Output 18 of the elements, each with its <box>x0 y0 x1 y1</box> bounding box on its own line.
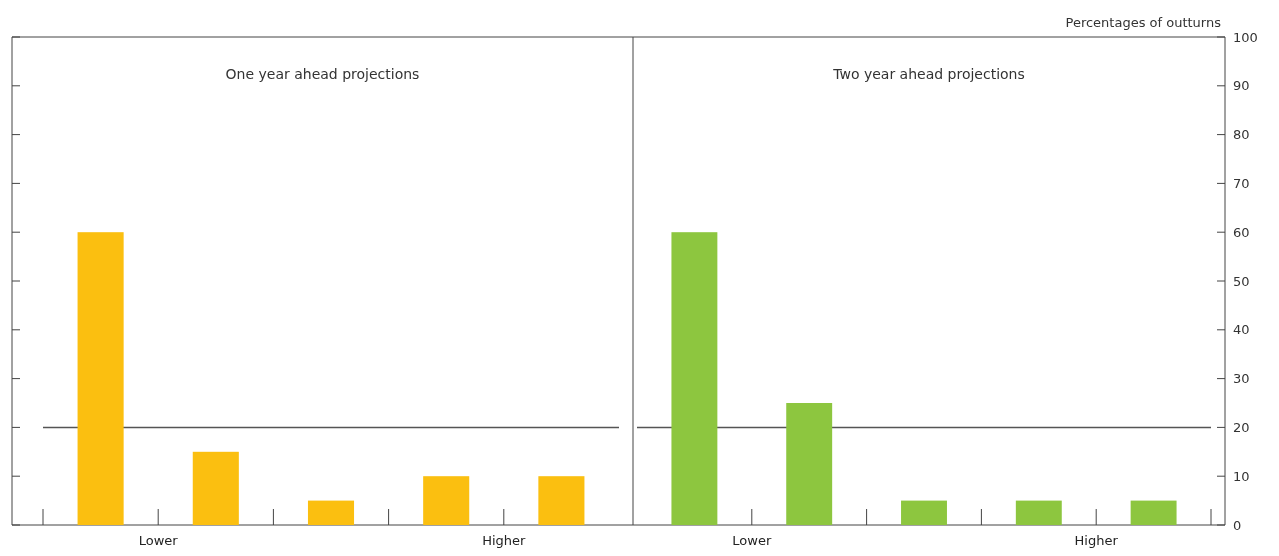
y-tick-label: 0 <box>1233 517 1242 533</box>
y-tick-label: 40 <box>1233 322 1250 338</box>
text: Higher <box>1074 533 1119 548</box>
y-tick-label: 90 <box>1233 78 1250 94</box>
y-axis-title: Percentages of outturns <box>1065 15 1222 30</box>
text: Lower <box>138 533 179 548</box>
y-tick-label: 100 <box>1233 29 1258 45</box>
y-tick-label: 50 <box>1233 273 1250 289</box>
text: Lower <box>732 533 772 548</box>
y-tick-label: 60 <box>1233 224 1250 240</box>
y-tick-label: 10 <box>1233 468 1250 484</box>
y-tick-label: 20 <box>1233 419 1250 435</box>
text: One year ahead projections <box>225 66 420 82</box>
y-tick-label: 80 <box>1233 127 1250 143</box>
text: Higher <box>482 533 527 548</box>
y-tick-label: 70 <box>1233 175 1250 191</box>
text: Two year ahead projections <box>832 66 1025 82</box>
y-tick-label: 30 <box>1233 371 1250 387</box>
